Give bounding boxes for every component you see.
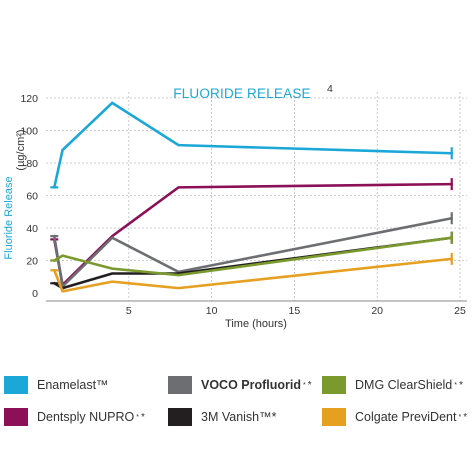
legend-swatch <box>4 376 28 394</box>
y-tick-label: 20 <box>26 256 38 268</box>
legend-item-dentsply-nupro: Dentsply NUPRO * * <box>4 408 145 426</box>
legend-mark: * <box>307 379 312 391</box>
x-tick-label: 20 <box>371 305 383 317</box>
series-line-0 <box>52 101 454 189</box>
legend-swatch <box>168 408 192 426</box>
legend-superscript: * <box>136 413 139 421</box>
y-tick-label: 80 <box>26 158 38 170</box>
series-line-2 <box>52 216 454 288</box>
legend-item-voco-profluorid: VOCO Profluorid * * <box>168 376 312 394</box>
legend-swatch <box>322 408 346 426</box>
x-tick-label: 25 <box>454 305 466 317</box>
legend-superscript: * <box>454 381 457 389</box>
legend-mark: * <box>140 411 145 423</box>
y-tick-label: 60 <box>26 191 38 203</box>
x-axis-label: Time (hours) <box>225 318 287 330</box>
y-tick-label: 120 <box>20 93 38 105</box>
legend-superscript: * <box>303 381 306 389</box>
legend-item-dmg-clearshield: DMG ClearShield * * <box>322 376 463 394</box>
legend-label: Colgate PreviDent <box>355 410 457 424</box>
legend-item-enamelast: Enamelast™ <box>4 376 109 394</box>
chart-grid <box>46 92 467 301</box>
y-axis-unit: (µg/cm²) <box>15 129 27 170</box>
legend-swatch <box>4 408 28 426</box>
legend-label: Enamelast™ <box>37 378 109 392</box>
x-tick-label: 15 <box>289 305 301 317</box>
chart-title: FLUORIDE RELEASE <box>173 86 311 101</box>
series-line-5 <box>52 257 454 293</box>
y-tick-label: 100 <box>20 126 38 138</box>
y-tick-label: 0 <box>32 288 38 300</box>
tick-labels: 0 20 40 60 80 100 120 5 10 15 20 25 <box>20 93 466 317</box>
series-layer <box>50 101 454 293</box>
legend-mark: * <box>463 411 468 423</box>
y-tick-label: 40 <box>26 223 38 235</box>
x-tick-label: 5 <box>126 305 132 317</box>
legend-item-3m-vanish: 3M Vanish™* <box>168 408 277 426</box>
legend-label: 3M Vanish™* <box>201 410 277 424</box>
legend-swatch <box>322 376 346 394</box>
legend-item-colgate-prevident: Colgate PreviDent * * <box>322 408 467 426</box>
chart-title-superscript: 4 <box>327 83 333 95</box>
legend-label: DMG ClearShield <box>355 378 453 392</box>
legend-mark: * <box>459 379 463 391</box>
series-line-4 <box>52 236 454 277</box>
legend-swatch <box>168 376 192 394</box>
legend-label: Dentsply NUPRO <box>37 410 135 424</box>
y-axis-label: Fluoride Release <box>3 176 15 259</box>
legend-label: VOCO Profluorid <box>201 378 301 392</box>
x-tick-label: 10 <box>206 305 218 317</box>
legend-superscript: * <box>458 413 462 421</box>
